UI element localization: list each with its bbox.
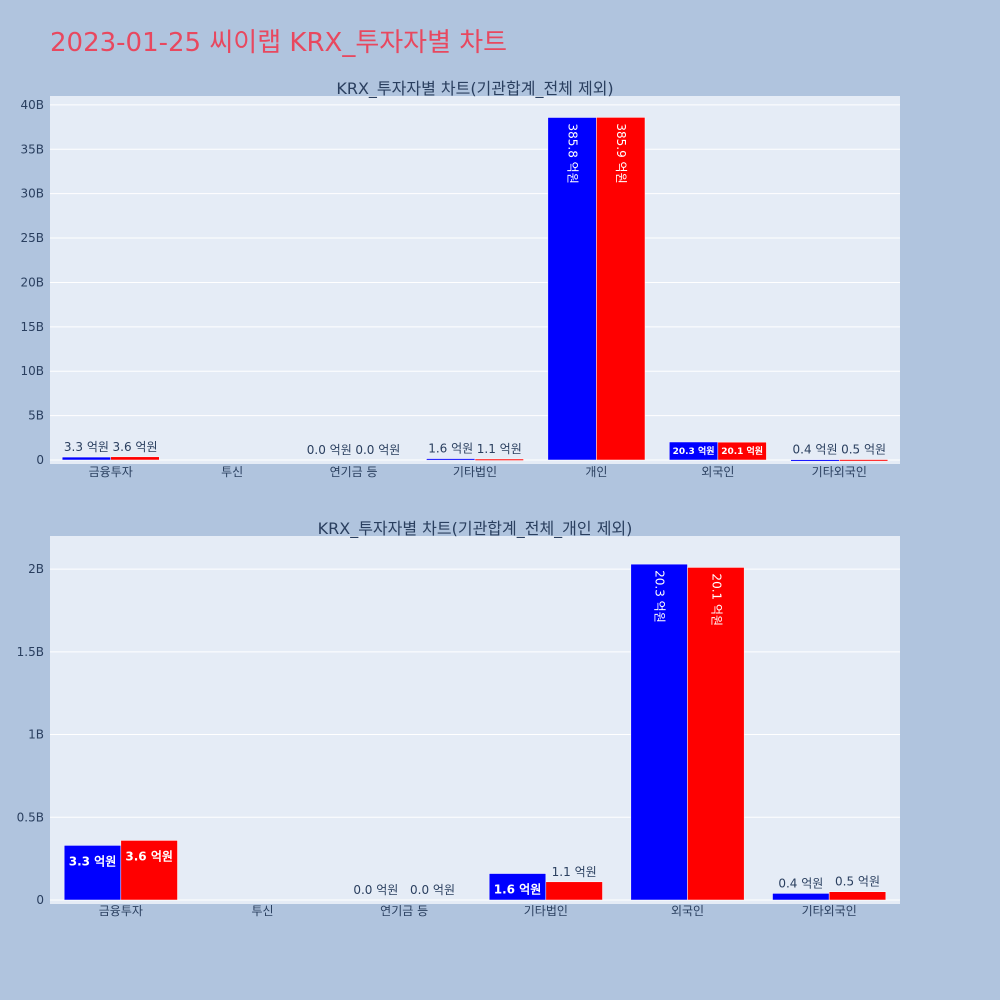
data-label: 1.6 억원 bbox=[494, 883, 542, 897]
chart-title: KRX_투자자별 차트(기관합계_전체_개인 제외) bbox=[318, 519, 633, 539]
data-label: 20.1 억원 bbox=[709, 573, 723, 626]
bar bbox=[63, 845, 122, 901]
y-tick-label: 0.5B bbox=[17, 810, 44, 824]
data-label: 20.1 억원 bbox=[721, 445, 763, 457]
data-label: 1.1 억원 bbox=[477, 442, 522, 456]
x-tick-label: 외국인 bbox=[671, 904, 704, 918]
bar bbox=[596, 117, 646, 461]
data-label: 0.0 억원 bbox=[307, 443, 352, 457]
chart-investor-all: 0 5B 10B 15B 20B 25B 30B 35B 40B KRX_투자자별 차트(기관합계… bbox=[20, 79, 900, 479]
y-tick-label: 1B bbox=[28, 728, 44, 742]
x-tick-label: 연기금 등 bbox=[380, 904, 428, 918]
data-label: 385.8 억원 bbox=[566, 123, 580, 183]
plot-area bbox=[50, 96, 900, 464]
data-label: 3.3 억원 bbox=[64, 440, 109, 454]
data-label: 3.6 억원 bbox=[125, 849, 173, 863]
y-tick-label: 15B bbox=[20, 320, 44, 334]
x-tick-label: 외국인 bbox=[701, 465, 734, 479]
x-tick-label: 연기금 등 bbox=[330, 465, 378, 479]
y-tick-label: 10B bbox=[20, 364, 44, 378]
data-label: 0.4 억원 bbox=[778, 876, 823, 890]
page-title: 2023-01-25 씨이랩 KRX_투자자별 차트 bbox=[50, 28, 508, 58]
y-tick-label: 20B bbox=[20, 275, 44, 289]
bar bbox=[110, 456, 160, 461]
data-label: 3.6 억원 bbox=[113, 440, 158, 454]
bar bbox=[545, 881, 603, 901]
bar bbox=[474, 458, 524, 461]
data-label: 1.1 억원 bbox=[552, 865, 597, 879]
data-label: 3.3 억원 bbox=[69, 854, 117, 868]
y-tick-label: 25B bbox=[20, 231, 44, 245]
bar bbox=[630, 563, 688, 901]
x-tick-label: 기타외국인 bbox=[802, 904, 857, 918]
bar bbox=[61, 456, 111, 461]
bar bbox=[687, 567, 745, 901]
data-label: 0.0 억원 bbox=[353, 883, 398, 897]
data-label: 0.5 억원 bbox=[835, 875, 880, 889]
bar bbox=[839, 459, 889, 462]
x-tick-label: 금융투자 bbox=[89, 465, 133, 479]
bar bbox=[790, 459, 840, 462]
data-label: 385.9 억원 bbox=[614, 123, 628, 183]
bar bbox=[120, 840, 178, 901]
x-tick-label: 투신 bbox=[221, 465, 243, 479]
y-tick-label: 1.5B bbox=[17, 645, 44, 659]
bar bbox=[426, 458, 476, 461]
data-label: 0.0 억원 bbox=[355, 443, 400, 457]
data-label: 20.3 억원 bbox=[673, 445, 715, 457]
data-label: 0.5 억원 bbox=[841, 443, 886, 457]
data-label: 1.6 억원 bbox=[428, 442, 473, 456]
data-label: 0.0 억원 bbox=[410, 883, 455, 897]
x-tick-label: 금융투자 bbox=[99, 904, 143, 918]
data-label: 20.3 억원 bbox=[653, 570, 667, 623]
plot-area bbox=[50, 536, 900, 904]
bar bbox=[717, 441, 767, 461]
y-tick-label: 0 bbox=[36, 893, 44, 907]
bar bbox=[547, 117, 597, 461]
x-tick-label: 기타법인 bbox=[524, 904, 568, 918]
x-tick-label: 기타외국인 bbox=[812, 465, 867, 479]
x-tick-label: 개인 bbox=[585, 465, 607, 479]
data-label: 0.4 억원 bbox=[793, 443, 838, 457]
x-tick-label: 투신 bbox=[251, 904, 273, 918]
y-tick-label: 35B bbox=[20, 142, 44, 156]
chart-title: KRX_투자자별 차트(기관합계_전체 제외) bbox=[336, 79, 613, 99]
y-tick-label: 5B bbox=[28, 409, 44, 423]
bar bbox=[828, 891, 887, 901]
bar bbox=[772, 893, 830, 901]
y-tick-label: 40B bbox=[20, 98, 44, 112]
y-tick-label: 2B bbox=[28, 562, 44, 576]
chart-investor-excl-individual: 0 0.5B 1B 1.5B 2B KRX_투자자별 차트(기관합계_전체_개인 제외) 금… bbox=[17, 519, 900, 918]
y-tick-label: 30B bbox=[20, 187, 44, 201]
x-tick-label: 기타법인 bbox=[453, 465, 497, 479]
y-tick-label: 0 bbox=[36, 453, 44, 467]
